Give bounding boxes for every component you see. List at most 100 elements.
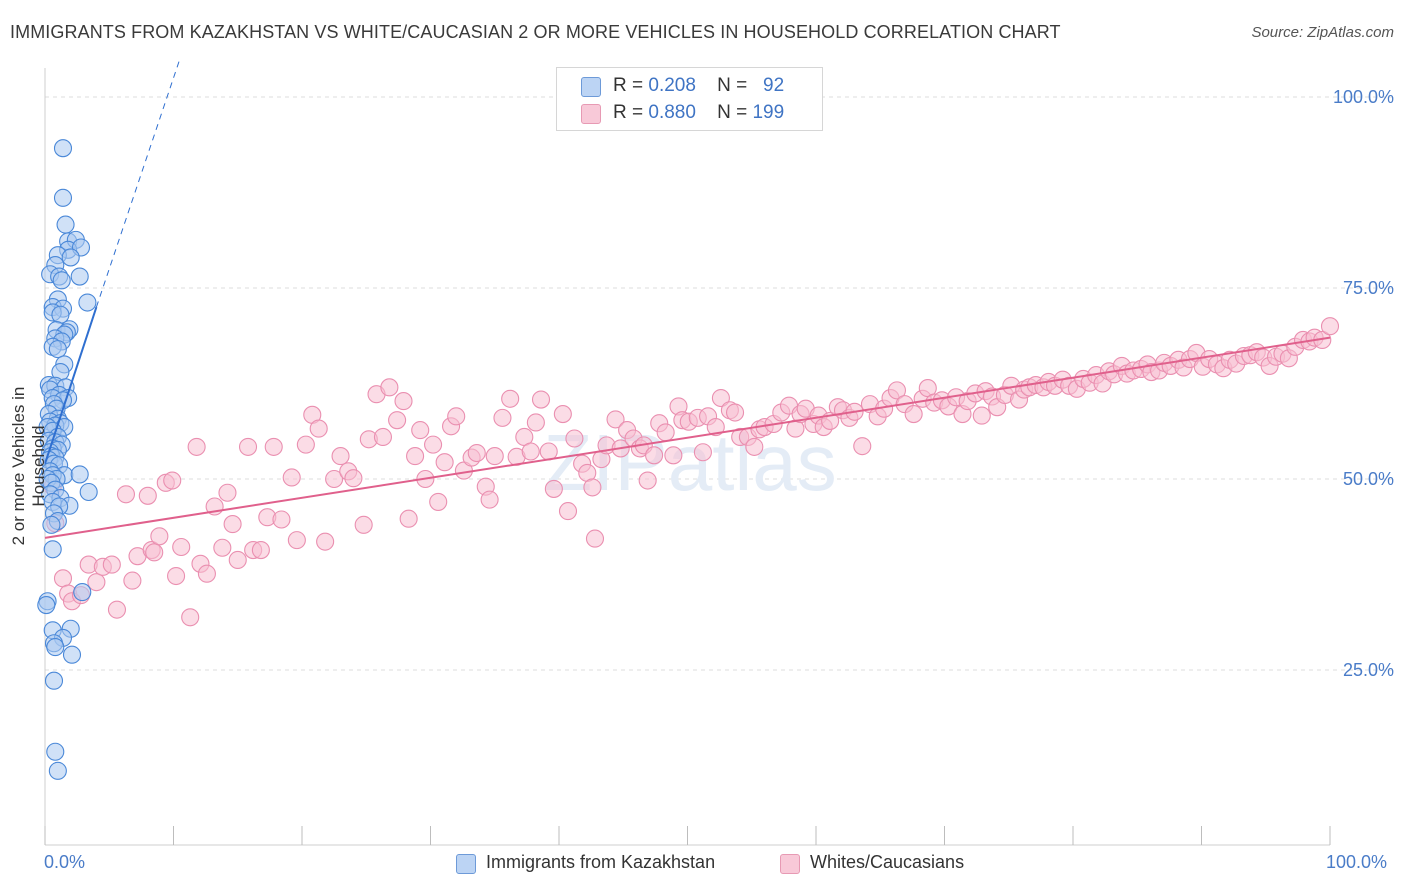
- data-point-whites: [606, 410, 625, 429]
- data-point-kazakhstan: [73, 583, 92, 602]
- data-point-whites: [296, 435, 315, 454]
- data-point-whites: [558, 502, 578, 521]
- data-point-whites: [264, 437, 283, 456]
- data-point-whites: [238, 437, 258, 456]
- data-point-whites: [172, 537, 191, 557]
- data-point-whites: [163, 471, 182, 490]
- data-point-whites: [181, 608, 200, 627]
- data-point-kazakhstan: [43, 540, 62, 559]
- data-point-whites: [553, 405, 572, 424]
- data-point-kazakhstan: [52, 271, 71, 290]
- legend-r-label: R =: [613, 75, 644, 96]
- legend-n-label: N =: [717, 75, 748, 96]
- data-point-whites: [711, 388, 730, 408]
- data-point-whites: [150, 527, 169, 546]
- trend-line-kazakhstan-extension: [95, 58, 181, 308]
- data-point-whites: [406, 447, 425, 466]
- data-point-whites: [435, 453, 454, 472]
- data-point-whites: [107, 600, 127, 619]
- y-tick-label-50: 50.0%: [1342, 469, 1394, 489]
- data-point-kazakhstan: [42, 515, 61, 534]
- data-point-kazakhstan: [48, 340, 67, 359]
- data-point-whites: [282, 468, 301, 487]
- data-point-whites: [123, 571, 142, 590]
- data-point-whites: [344, 469, 363, 488]
- data-point-whites: [213, 538, 232, 557]
- bottom-legend-label: Whites/Caucasians: [810, 852, 965, 872]
- data-point-whites: [316, 532, 335, 551]
- bottom-legend-swatch-pink: [780, 854, 800, 874]
- data-point-whites: [116, 485, 136, 504]
- series-whites-caucasians: [43, 317, 1340, 627]
- data-point-whites: [693, 443, 712, 462]
- data-point-kazakhstan: [53, 139, 73, 158]
- data-point-whites: [325, 469, 344, 489]
- trend-line-kazakhstan: [44, 306, 98, 465]
- data-point-kazakhstan: [70, 267, 89, 286]
- data-point-whites: [706, 417, 725, 437]
- data-point-whites: [565, 429, 584, 448]
- legend-n-value: 92: [763, 75, 785, 96]
- correlation-legend: R = 0.208 N = 92 R = 0.880 N = 199: [556, 67, 823, 131]
- data-point-whites: [424, 435, 443, 454]
- data-point-whites: [102, 555, 121, 574]
- data-point-whites: [664, 446, 683, 465]
- data-point-kazakhstan: [56, 215, 75, 234]
- data-point-whites: [585, 529, 605, 548]
- data-point-kazakhstan: [53, 188, 73, 207]
- data-point-whites: [645, 446, 664, 465]
- source-credit: Source: ZipAtlas.com: [1251, 24, 1394, 41]
- data-point-whites: [167, 566, 186, 586]
- data-point-whites: [138, 486, 157, 505]
- legend-r-value: 0.208: [648, 75, 696, 96]
- data-point-kazakhstan: [79, 482, 98, 502]
- data-point-whites: [388, 411, 407, 430]
- data-point-whites: [887, 381, 907, 400]
- data-point-kazakhstan: [61, 248, 80, 267]
- data-point-whites: [853, 437, 872, 456]
- data-point-whites: [272, 510, 291, 529]
- data-point-kazakhstan: [48, 761, 67, 780]
- data-point-whites: [1320, 317, 1340, 336]
- data-point-whites: [287, 531, 306, 550]
- data-point-whites: [251, 541, 270, 560]
- legend-r-value: 0.880: [648, 102, 696, 123]
- data-point-whites: [485, 447, 504, 466]
- data-point-kazakhstan: [51, 305, 70, 324]
- data-point-whites: [904, 405, 923, 424]
- data-point-whites: [725, 403, 745, 422]
- data-point-whites: [521, 442, 540, 461]
- data-point-whites: [394, 392, 413, 411]
- bottom-legend-label: Immigrants from Kazakhstan: [486, 852, 716, 872]
- y-tick-label-25: 25.0%: [1342, 660, 1394, 680]
- y-tick-label-75: 75.0%: [1342, 278, 1394, 298]
- chart-title: IMMIGRANTS FROM KAZAKHSTAN VS WHITE/CAUC…: [10, 22, 1061, 42]
- data-point-whites: [53, 569, 73, 588]
- data-point-whites: [380, 378, 399, 397]
- data-point-whites: [583, 478, 602, 497]
- data-point-whites: [411, 421, 430, 440]
- data-point-whites: [145, 543, 164, 562]
- data-point-whites: [972, 406, 991, 425]
- data-point-whites: [429, 492, 448, 511]
- legend-swatch-pink: [581, 104, 601, 124]
- x-tick-label-100: 100.0%: [1326, 852, 1388, 872]
- data-point-whites: [373, 427, 393, 447]
- data-point-whites: [87, 573, 106, 592]
- data-point-whites: [447, 407, 466, 426]
- data-point-whites: [544, 479, 563, 498]
- legend-swatch-blue: [581, 77, 601, 97]
- data-point-kazakhstan: [70, 465, 89, 484]
- data-point-kazakhstan: [62, 645, 82, 664]
- y-axis-label: 2 or more Vehicles in Household: [9, 386, 48, 546]
- data-point-whites: [656, 423, 675, 442]
- data-point-whites: [197, 564, 216, 583]
- data-point-whites: [501, 389, 520, 408]
- data-point-whites: [745, 437, 764, 456]
- data-point-whites: [218, 483, 237, 502]
- data-point-whites: [354, 515, 373, 534]
- grid: [45, 96, 1392, 671]
- data-point-kazakhstan: [78, 293, 97, 312]
- data-point-kazakhstan: [44, 671, 64, 690]
